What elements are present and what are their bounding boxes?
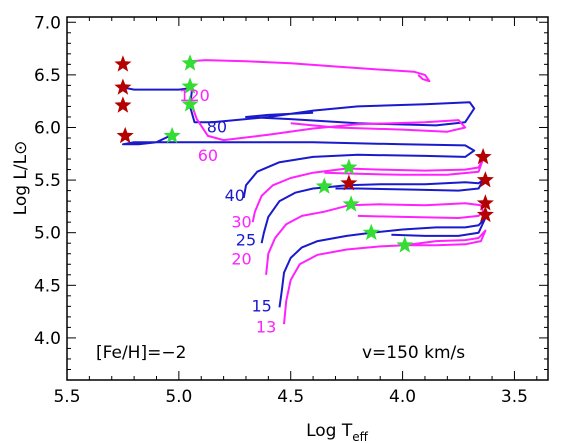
evolution-tracks bbox=[121, 59, 487, 325]
track-25-msun bbox=[260, 179, 485, 244]
red-star-marker bbox=[340, 174, 358, 191]
mass-label-40: 40 bbox=[225, 186, 245, 205]
y-tick-label: 6.0 bbox=[34, 118, 61, 138]
y-tick-label: 6.5 bbox=[34, 66, 61, 86]
track-30-msun bbox=[251, 158, 485, 223]
x-tick-label: 4.0 bbox=[389, 387, 416, 407]
track-20-msun bbox=[265, 202, 485, 275]
red-star-marker bbox=[476, 205, 494, 223]
x-axis-title: Log Teff bbox=[306, 421, 369, 443]
metallicity-annotation: [Fe/H]=−2 bbox=[96, 343, 186, 363]
x-tick-label: 5.5 bbox=[53, 387, 80, 407]
y-axis-title: Log L/L⊙ bbox=[11, 141, 31, 216]
axis-ticks bbox=[66, 17, 548, 380]
green-star-marker bbox=[181, 95, 199, 112]
rotation-velocity-annotation: v=150 km/s bbox=[362, 343, 465, 363]
red-star-marker bbox=[114, 78, 132, 95]
mass-label-120: 120 bbox=[179, 86, 210, 105]
x-tick-label: 5.0 bbox=[165, 387, 192, 407]
x-tick-label: 3.5 bbox=[501, 387, 528, 407]
mass-label-80: 80 bbox=[207, 118, 227, 137]
mass-label-13: 13 bbox=[256, 318, 276, 337]
red-star-marker bbox=[476, 171, 494, 188]
green-star-marker bbox=[181, 54, 199, 71]
axes-box bbox=[66, 16, 549, 381]
mass-label-30: 30 bbox=[231, 212, 251, 231]
green-star-marker bbox=[315, 177, 333, 194]
green-star-marker bbox=[362, 223, 380, 240]
green-star-marker bbox=[340, 158, 358, 175]
mass-label-20: 20 bbox=[231, 249, 251, 268]
y-tick-label: 4.0 bbox=[34, 329, 61, 349]
track-80-msun bbox=[122, 86, 476, 127]
red-star-marker bbox=[114, 96, 132, 113]
green-star-marker bbox=[181, 77, 199, 94]
track-60-msun bbox=[191, 106, 467, 142]
green-star-marker bbox=[342, 195, 360, 212]
y-tick-label: 5.5 bbox=[34, 171, 61, 191]
green-star-marker bbox=[396, 236, 414, 253]
red-star-marker bbox=[116, 126, 134, 144]
green-star-marker bbox=[163, 126, 181, 144]
mass-label-15: 15 bbox=[251, 297, 271, 316]
mass-label-25: 25 bbox=[236, 230, 256, 249]
plot-frame bbox=[66, 16, 549, 381]
star-markers bbox=[114, 54, 494, 253]
track-120-msun bbox=[189, 59, 431, 83]
y-tick-label: 4.5 bbox=[34, 276, 61, 296]
tick-labels: 5.5 5.0 4.5 4.0 3.5 4.0 4.5 5.0 5.5 6.0 6.5 7.0 bbox=[34, 13, 528, 407]
track-13-msun bbox=[283, 229, 487, 325]
red-star-marker bbox=[114, 55, 132, 72]
mass-label-60: 60 bbox=[198, 146, 218, 165]
red-star-marker bbox=[474, 147, 492, 165]
track-40-msun bbox=[121, 134, 476, 199]
red-star-marker bbox=[476, 194, 494, 211]
x-tick-label: 4.5 bbox=[277, 387, 304, 407]
track-15-msun bbox=[278, 217, 487, 308]
y-tick-label: 5.0 bbox=[34, 224, 61, 244]
y-tick-label: 7.0 bbox=[34, 13, 61, 33]
